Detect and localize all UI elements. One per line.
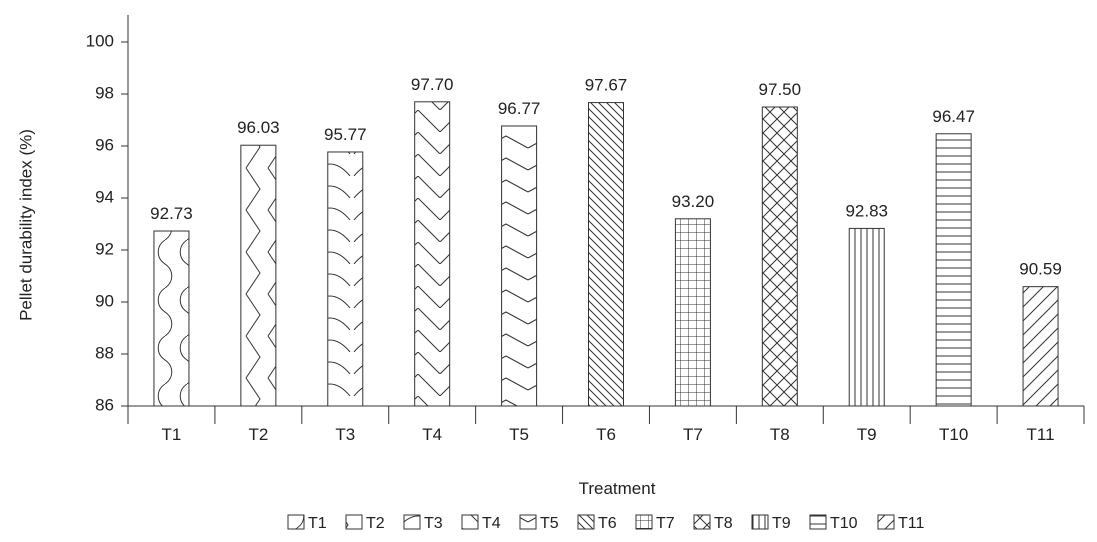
legend-label: T9 xyxy=(772,515,791,532)
data-label-t7: 93.20 xyxy=(672,192,715,211)
legend-item-t3: T3 xyxy=(403,514,443,532)
legend-item-t8: T8 xyxy=(693,514,733,532)
y-tick-label: 100 xyxy=(86,31,114,50)
value-labels: 92.73 96.03 95.77 97.70 96.77 97.67 93.20 97.50… xyxy=(150,75,1062,279)
x-tick-label: T1 xyxy=(162,425,182,444)
legend-swatch xyxy=(809,514,827,530)
y-axis: 86 88 90 92 94 96 98 100 xyxy=(86,15,129,414)
data-label-t5: 96.77 xyxy=(498,99,541,118)
y-axis-title: Pellet durability index (%) xyxy=(16,129,35,321)
legend-item-t5: T5 xyxy=(519,514,559,532)
x-tick-label: T6 xyxy=(596,425,616,444)
y-tick-label: 96 xyxy=(95,135,114,154)
data-label-t9: 92.83 xyxy=(845,201,888,220)
legend-swatch xyxy=(345,514,363,530)
legend-label: T2 xyxy=(366,515,385,532)
legend-swatch xyxy=(751,514,769,530)
data-label-t11: 90.59 xyxy=(1019,260,1062,279)
legend-item-t10: T10 xyxy=(809,514,858,532)
data-label-t8: 97.50 xyxy=(759,80,802,99)
bars xyxy=(153,101,1059,407)
legend-item-t6: T6 xyxy=(577,514,617,532)
data-label-t6: 97.67 xyxy=(585,76,628,95)
x-tick-label: T11 xyxy=(1027,425,1055,444)
x-axis: T1 T2 T3 T4 T5 T6 T7 T8 T9 T10 T11 xyxy=(127,405,1085,444)
bar-t1 xyxy=(153,230,190,407)
data-label-t10: 96.47 xyxy=(932,107,975,126)
legend-label: T7 xyxy=(656,515,675,532)
bar-t8 xyxy=(761,106,798,407)
x-tick-label: T3 xyxy=(335,425,355,444)
bar-t7 xyxy=(674,218,711,407)
data-label-t2: 96.03 xyxy=(237,118,280,137)
legend-label: T11 xyxy=(898,515,924,532)
x-tick-label: T10 xyxy=(939,425,968,444)
legend-swatch xyxy=(693,514,711,530)
legend-item-t4: T4 xyxy=(461,514,501,532)
legend-swatch xyxy=(519,514,537,530)
bar-t3 xyxy=(327,151,364,407)
legend-label: T3 xyxy=(424,515,443,532)
legend-swatch xyxy=(461,514,479,530)
legend-item-t7: T7 xyxy=(635,514,675,532)
legend-swatch xyxy=(877,514,895,530)
x-tick-label: T5 xyxy=(509,425,529,444)
legend-item-t2: T2 xyxy=(345,514,385,532)
bar-t10 xyxy=(935,133,972,407)
legend-label: T10 xyxy=(830,515,858,532)
bar-t11 xyxy=(1022,286,1059,407)
legend-swatch xyxy=(577,514,595,530)
x-tick-label: T9 xyxy=(857,425,877,444)
legend-swatch xyxy=(403,514,421,530)
x-tick-label: T2 xyxy=(248,425,268,444)
data-label-t1: 92.73 xyxy=(150,204,193,223)
bar-t5 xyxy=(501,125,538,407)
y-tick-label: 92 xyxy=(95,239,114,258)
legend-label: T6 xyxy=(598,515,617,532)
x-axis-title: Treatment xyxy=(579,479,656,498)
bar-t6 xyxy=(588,102,624,407)
legend: T1 T2 T3 T4 T5 T6 T7 T8 T9 T10 T11 xyxy=(287,514,924,532)
legend-label: T4 xyxy=(482,515,501,532)
legend-label: T1 xyxy=(308,515,327,532)
y-tick-label: 98 xyxy=(95,83,114,102)
legend-label: T5 xyxy=(540,515,559,532)
x-tick-label: T8 xyxy=(770,425,790,444)
legend-swatch xyxy=(287,514,305,530)
data-label-t4: 97.70 xyxy=(411,75,454,94)
legend-swatch xyxy=(635,514,653,530)
legend-item-t9: T9 xyxy=(751,514,791,532)
bar-t2 xyxy=(240,144,277,407)
x-tick-label: T7 xyxy=(683,425,703,444)
y-tick-label: 94 xyxy=(95,187,114,206)
y-tick-label: 88 xyxy=(95,343,114,362)
bar-t9 xyxy=(848,227,885,407)
legend-label: T8 xyxy=(714,515,733,532)
y-tick-label: 86 xyxy=(95,395,114,414)
legend-item-t1: T1 xyxy=(287,514,327,532)
data-label-t3: 95.77 xyxy=(324,125,367,144)
x-tick-label: T4 xyxy=(422,425,442,444)
bar-t4 xyxy=(414,101,451,407)
y-tick-label: 90 xyxy=(95,291,114,310)
legend-item-t11: T11 xyxy=(877,514,924,532)
